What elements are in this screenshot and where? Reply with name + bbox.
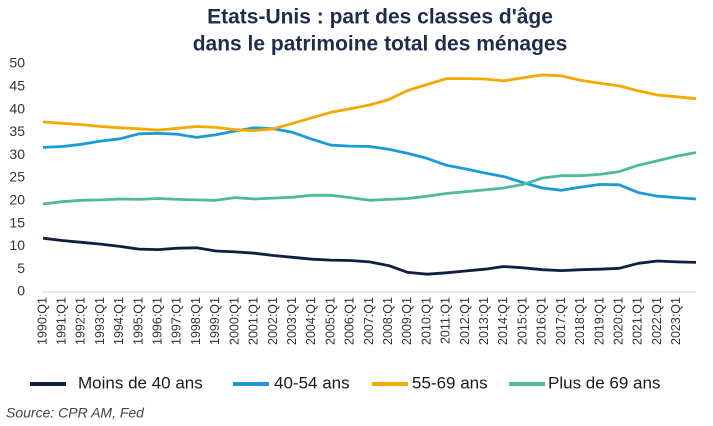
x-tick-label: 1998:Q1 [189,297,203,345]
x-tick-label: 1994:Q1 [112,297,126,345]
x-tick-label: 2016:Q1 [535,297,549,345]
legend-label: Moins de 40 ans [78,373,203,392]
series-line [42,236,697,276]
x-tick-label: 1993:Q1 [93,297,107,345]
x-tick-label: 2015:Q1 [515,297,529,345]
x-tick-label: 2003:Q1 [285,297,299,345]
chart-title: Etats-Unis : part des classes d'âge [207,6,553,29]
x-tick-label: 2000:Q1 [227,297,241,345]
x-tick-label: 2023:Q1 [669,297,683,345]
x-tick-label: 2019:Q1 [592,297,606,345]
y-tick-label: 25 [9,169,25,185]
x-tick-label: 2007:Q1 [362,297,376,345]
x-tick-label: 2011:Q1 [439,297,453,344]
y-tick-label: 40 [9,100,25,116]
chart-title: dans le patrimoine total des ménages [193,33,568,56]
x-tick-label: 2012:Q1 [458,297,472,345]
y-tick-label: 10 [9,237,25,253]
y-tick-label: 0 [17,283,25,299]
legend-label: 55-69 ans [412,373,488,392]
x-tick-label: 2022:Q1 [650,297,664,345]
source: Source: CPR AM, Fed [6,405,145,421]
x-tick-label: 2010:Q1 [419,297,433,345]
x-tick-label: 2014:Q1 [496,297,510,345]
x-tick-label: 1991:Q1 [55,297,69,345]
y-tick-label: 30 [9,146,25,162]
x-tick-label: 2009:Q1 [400,297,414,345]
x-tick-label: 2006:Q1 [343,297,357,345]
x-tick-label: 1990:Q1 [35,297,49,345]
y-tick-label: 50 [9,55,25,71]
y-tick-label: 15 [9,214,25,230]
series-line [42,151,697,206]
x-tick-label: 1996:Q1 [151,297,165,345]
x-tick-label: 2004:Q1 [304,297,318,345]
x-tick-label: 2021:Q1 [631,297,645,345]
x-tick-label: 2013:Q1 [477,297,491,345]
x-tick-label: 2018:Q1 [573,297,587,345]
x-tick-label: 2002:Q1 [266,297,280,345]
y-tick-label: 5 [17,260,25,276]
y-tick-label: 20 [9,192,25,208]
series-line [42,126,697,201]
y-tick-label: 45 [9,78,25,94]
y-tick-label: 35 [9,123,25,139]
x-tick-label: 1997:Q1 [170,297,184,345]
x-tick-label: 1999:Q1 [208,297,222,345]
x-tick-label: 1995:Q1 [131,297,145,345]
x-tick-label: 2008:Q1 [381,297,395,345]
x-tick-label: 1992:Q1 [74,297,88,345]
x-tick-label: 2005:Q1 [323,297,337,345]
x-tick-label: 2001:Q1 [247,297,261,345]
x-tick-label: 2020:Q1 [611,297,625,345]
legend-label: 40-54 ans [274,373,350,392]
legend-label: Plus de 69 ans [548,373,660,392]
series-line [42,73,697,132]
x-tick-label: 2017:Q1 [554,297,568,345]
